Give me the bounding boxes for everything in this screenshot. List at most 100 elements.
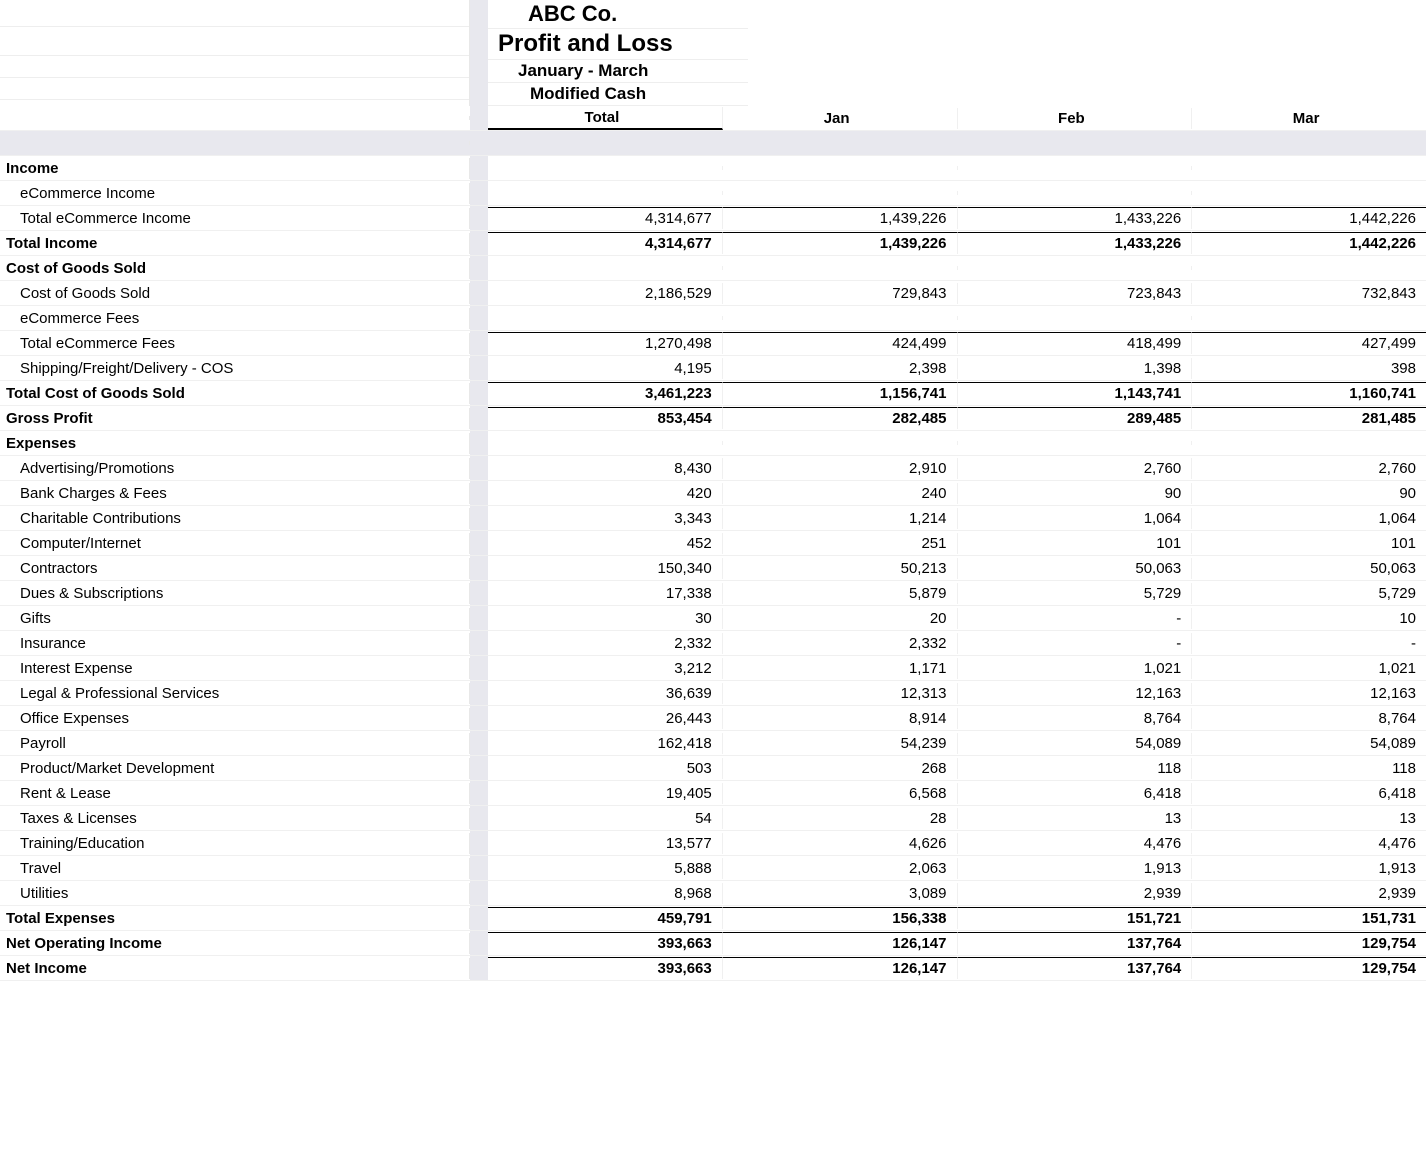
row-label: Total Income [0,233,470,254]
cell-c1: 3,089 [723,883,958,904]
cell-total: 452 [488,533,723,554]
cell-c2: 1,398 [958,358,1193,379]
cell-c1: 1,214 [723,508,958,529]
cell-c2 [958,166,1193,170]
table-row: Expenses [0,431,1426,456]
table-row: Interest Expense3,2121,1711,0211,021 [0,656,1426,681]
row-label: Shipping/Freight/Delivery - COS [0,358,470,379]
cell-c1: 28 [723,808,958,829]
row-label: Travel [0,858,470,879]
cell-c3 [1192,166,1426,170]
cell-c1: 6,568 [723,783,958,804]
row-label: Computer/Internet [0,533,470,554]
row-label: Income [0,158,470,179]
table-row: Taxes & Licenses54281313 [0,806,1426,831]
row-label: Interest Expense [0,658,470,679]
cell-total [488,266,723,270]
cell-c3: 6,418 [1192,783,1426,804]
cell-c1: 1,156,741 [723,382,958,404]
row-label: Net Income [0,958,470,979]
report-header: ABC Co. Profit and Loss January - March … [0,0,1426,106]
cell-c2: - [958,633,1193,654]
row-label: Product/Market Development [0,758,470,779]
cell-c2: 289,485 [958,407,1193,429]
cell-c1 [723,441,958,445]
cell-c2: 13 [958,808,1193,829]
cell-c2: 723,843 [958,283,1193,304]
cell-c1: 424,499 [723,332,958,354]
cell-total [488,166,723,170]
cell-c2: - [958,608,1193,629]
cell-c3: 13 [1192,808,1426,829]
cell-c2 [958,191,1193,195]
cell-total: 393,663 [488,932,723,954]
report-basis: Modified Cash [488,83,748,106]
cell-total [488,191,723,195]
cell-c1: 251 [723,533,958,554]
table-row: Total Expenses459,791156,338151,721151,7… [0,906,1426,931]
cell-c2: 1,064 [958,508,1193,529]
table-row: Total eCommerce Fees1,270,498424,499418,… [0,331,1426,356]
cell-c1: 2,910 [723,458,958,479]
table-row: Dues & Subscriptions17,3385,8795,7295,72… [0,581,1426,606]
cell-c3: 1,021 [1192,658,1426,679]
cell-total: 4,314,677 [488,207,723,229]
table-row: Office Expenses26,4438,9148,7648,764 [0,706,1426,731]
cell-c2: 90 [958,483,1193,504]
row-label: eCommerce Income [0,183,470,204]
cell-c1: 282,485 [723,407,958,429]
row-label: eCommerce Fees [0,308,470,329]
cell-total [488,316,723,320]
cell-c1: 2,398 [723,358,958,379]
table-row: eCommerce Fees [0,306,1426,331]
cell-c1: 268 [723,758,958,779]
cell-c3 [1192,441,1426,445]
col-header-feb: Feb [958,108,1193,129]
col-header-total: Total [488,107,723,130]
cell-c3 [1192,316,1426,320]
row-label: Utilities [0,883,470,904]
cell-c2: 1,433,226 [958,207,1193,229]
row-label: Charitable Contributions [0,508,470,529]
cell-c3 [1192,266,1426,270]
cell-c3: 1,064 [1192,508,1426,529]
cell-total: 13,577 [488,833,723,854]
table-row: Advertising/Promotions8,4302,9102,7602,7… [0,456,1426,481]
cell-c3: 732,843 [1192,283,1426,304]
cell-total: 459,791 [488,907,723,929]
cell-total: 54 [488,808,723,829]
table-row: Cost of Goods Sold2,186,529729,843723,84… [0,281,1426,306]
cell-total: 19,405 [488,783,723,804]
cell-c3: 398 [1192,358,1426,379]
table-row: Income [0,156,1426,181]
row-label: Gifts [0,608,470,629]
cell-c3: 129,754 [1192,932,1426,954]
report-title: Profit and Loss [488,29,748,60]
company-name: ABC Co. [488,0,748,29]
row-label: Cost of Goods Sold [0,283,470,304]
table-row: Contractors150,34050,21350,06350,063 [0,556,1426,581]
cell-c2: 50,063 [958,558,1193,579]
cell-total: 8,430 [488,458,723,479]
cell-c1: 1,439,226 [723,232,958,254]
cell-c2: 2,939 [958,883,1193,904]
table-row: Net Income393,663126,147137,764129,754 [0,956,1426,981]
table-row: Total Cost of Goods Sold3,461,2231,156,7… [0,381,1426,406]
cell-total: 30 [488,608,723,629]
cell-total: 393,663 [488,957,723,979]
row-label: Cost of Goods Sold [0,258,470,279]
col-header-mar: Mar [1192,108,1426,129]
row-label: Gross Profit [0,408,470,429]
table-body: IncomeeCommerce IncomeTotal eCommerce In… [0,156,1426,981]
cell-c3: 10 [1192,608,1426,629]
cell-c1: 5,879 [723,583,958,604]
cell-c3: 427,499 [1192,332,1426,354]
table-row: Insurance2,3322,332-- [0,631,1426,656]
cell-c3: 90 [1192,483,1426,504]
cell-c1: 1,439,226 [723,207,958,229]
cell-c3: 1,160,741 [1192,382,1426,404]
cell-c1: 156,338 [723,907,958,929]
cell-c1: 2,332 [723,633,958,654]
table-row: Shipping/Freight/Delivery - COS4,1952,39… [0,356,1426,381]
table-row: Product/Market Development503268118118 [0,756,1426,781]
